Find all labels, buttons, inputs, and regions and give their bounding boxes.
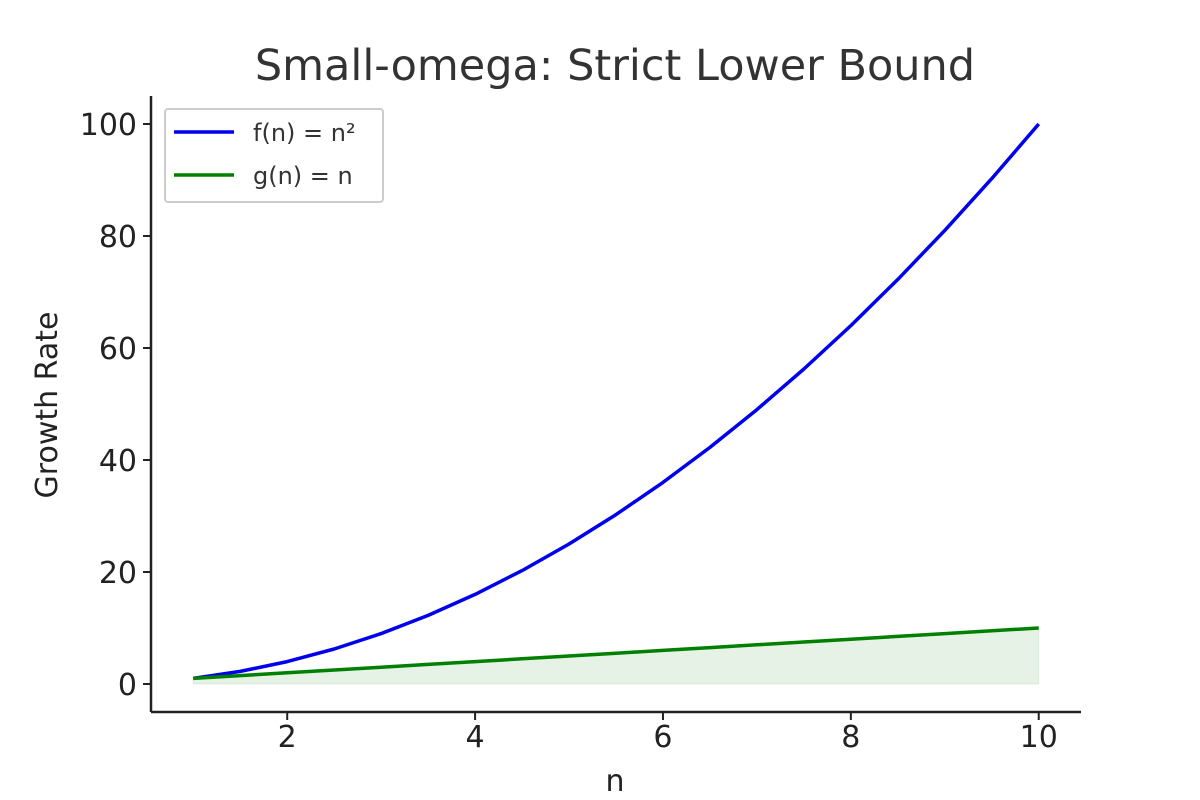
series-line-f bbox=[193, 122, 1041, 681]
y-tick-label: 100 bbox=[80, 108, 137, 143]
y-tick-label: 20 bbox=[99, 556, 137, 591]
x-tick-label: 6 bbox=[653, 720, 672, 755]
x-tick-label: 10 bbox=[1020, 720, 1058, 755]
plot-area bbox=[192, 122, 1041, 685]
chart-title: Small-omega: Strict Lower Bound bbox=[255, 41, 975, 91]
legend-label-f: f(n) = n² bbox=[253, 119, 356, 147]
y-tick-label: 0 bbox=[118, 668, 137, 703]
series-line-g bbox=[193, 626, 1039, 681]
x-tick-label: 2 bbox=[278, 720, 297, 755]
x-tick-label: 4 bbox=[466, 720, 485, 755]
y-tick-label: 60 bbox=[99, 332, 137, 367]
x-axis-label: n bbox=[605, 764, 624, 799]
series-group bbox=[193, 122, 1041, 681]
y-tick-label: 40 bbox=[99, 444, 137, 479]
y-tick-label: 80 bbox=[99, 220, 137, 255]
legend-label-g: g(n) = n bbox=[253, 162, 353, 190]
legend: f(n) = n² g(n) = n bbox=[164, 108, 384, 203]
y-axis-label: Growth Rate bbox=[30, 312, 65, 499]
y-ticks: 0 20 40 60 80 100 bbox=[80, 108, 151, 703]
x-ticks: 2 4 6 8 10 bbox=[278, 712, 1058, 755]
x-tick-label: 8 bbox=[841, 720, 860, 755]
